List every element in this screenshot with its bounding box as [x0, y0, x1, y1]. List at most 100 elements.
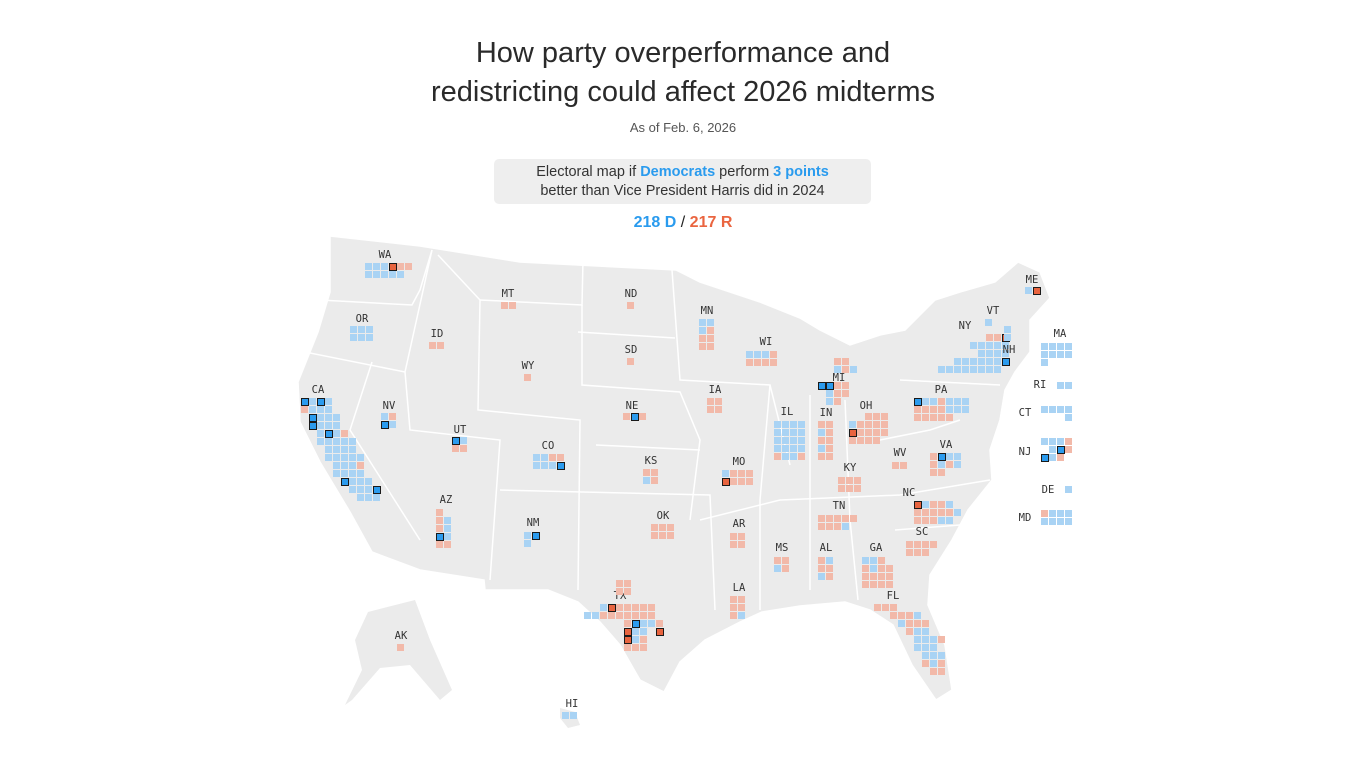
state-label-ky: KY [843, 462, 857, 474]
rep-seat-cell [865, 421, 872, 428]
rep-seat-cell [770, 351, 777, 358]
rep-seat-cell [938, 398, 945, 405]
rep-seat-cell [730, 612, 737, 619]
rep-seat-cell [730, 470, 737, 477]
rep-seat-cell [881, 429, 888, 436]
dem-seat-cell [1041, 518, 1048, 525]
rep-seat-cell [838, 485, 845, 492]
rep-seat-cell [873, 429, 880, 436]
dem-seat-cell [994, 366, 1001, 373]
rep-seat-cell [834, 398, 841, 405]
rep-seat-cell [746, 359, 753, 366]
rep-seat-cell [854, 485, 861, 492]
dem-seat-cell [986, 350, 993, 357]
dem-seat-cell [349, 446, 356, 453]
rep-seat-cell [878, 581, 885, 588]
dem-seat-cell [341, 438, 348, 445]
rep-seat-cell [842, 515, 849, 522]
rep-seat-cell [946, 414, 953, 421]
rep-seat-cell [746, 470, 753, 477]
dem-seat-cell [922, 398, 929, 405]
rep-seat-cell [878, 565, 885, 572]
rep-seat-cell [549, 454, 556, 461]
rep-seat-cell [938, 414, 945, 421]
dem-flip-cell [632, 620, 640, 628]
rep-seat-cell [624, 604, 631, 611]
rep-seat-cell [834, 358, 841, 365]
dem-seat-cell [1065, 406, 1072, 413]
dem-seat-cell [365, 271, 372, 278]
dem-seat-cell [946, 406, 953, 413]
dem-seat-cell [782, 437, 789, 444]
rep-seat-cell [930, 501, 937, 508]
rep-seat-cell [922, 620, 929, 627]
rep-seat-cell [870, 573, 877, 580]
rep-seat-cell [699, 343, 706, 350]
dem-seat-cell [930, 398, 937, 405]
state-label-nm: NM [526, 517, 540, 529]
rep-seat-cell [878, 573, 885, 580]
state-label-mn: MN [700, 305, 714, 317]
rep-seat-cell [667, 532, 674, 539]
rep-seat-cell [436, 525, 443, 532]
state-label-sd: SD [624, 344, 638, 356]
rep-seat-cell [886, 565, 893, 572]
rep-seat-cell [938, 509, 945, 516]
dem-seat-cell [632, 636, 639, 643]
dem-seat-cell [381, 263, 388, 270]
rep-seat-cell [892, 462, 899, 469]
dem-seat-cell [946, 517, 953, 524]
dem-seat-cell [309, 406, 316, 413]
rep-seat-cell [429, 342, 436, 349]
rep-seat-cell [770, 359, 777, 366]
dem-seat-cell [798, 445, 805, 452]
rep-seat-cell [608, 612, 615, 619]
rep-seat-cell [886, 573, 893, 580]
dem-seat-cell [389, 421, 396, 428]
dem-seat-cell [1002, 342, 1009, 349]
rep-seat-cell [842, 358, 849, 365]
dem-seat-cell [365, 486, 372, 493]
dem-seat-cell [914, 612, 921, 619]
rep-seat-cell [862, 581, 869, 588]
dem-seat-cell [782, 429, 789, 436]
scenario-text-pre: Electoral map if [536, 164, 641, 180]
state-label-ok: OK [656, 510, 670, 522]
dem-seat-cell [533, 454, 540, 461]
chart-title: How party overperformance and redistrict… [0, 34, 1366, 112]
rep-seat-cell [826, 429, 833, 436]
dem-seat-cell [365, 263, 372, 270]
dem-seat-cell [444, 525, 451, 532]
rep-seat-cell [922, 406, 929, 413]
dem-seat-cell [870, 565, 877, 572]
scenario-margin: 3 points [773, 164, 829, 180]
rep-seat-cell [922, 414, 929, 421]
rep-seat-cell [930, 541, 937, 548]
dem-seat-cell [1057, 343, 1064, 350]
rep-seat-cell [842, 382, 849, 389]
rep-seat-cell [938, 469, 945, 476]
dem-seat-cell [349, 462, 356, 469]
rep-seat-cell [900, 462, 907, 469]
dem-seat-cell [790, 421, 797, 428]
dem-seat-cell [1049, 518, 1056, 525]
rep-seat-cell [914, 620, 921, 627]
rep-seat-cell [651, 469, 658, 476]
rep-seat-cell [857, 429, 864, 436]
rep-flip-cell [608, 604, 616, 612]
rep-seat-cell [826, 515, 833, 522]
rep-seat-cell [818, 437, 825, 444]
dem-seat-cell [1049, 446, 1056, 453]
rep-seat-cell [834, 515, 841, 522]
dem-seat-cell [946, 398, 953, 405]
dem-seat-cell [524, 532, 531, 539]
dem-seat-cell [333, 430, 340, 437]
state-label-nh: NH [1002, 344, 1016, 356]
rep-seat-cell [746, 478, 753, 485]
rep-seat-cell [436, 541, 443, 548]
dem-seat-cell [1004, 334, 1011, 341]
rep-seat-cell [938, 660, 945, 667]
scenario-text-mid: perform [715, 164, 774, 180]
rep-seat-cell [623, 413, 630, 420]
state-label-ut: UT [453, 424, 467, 436]
